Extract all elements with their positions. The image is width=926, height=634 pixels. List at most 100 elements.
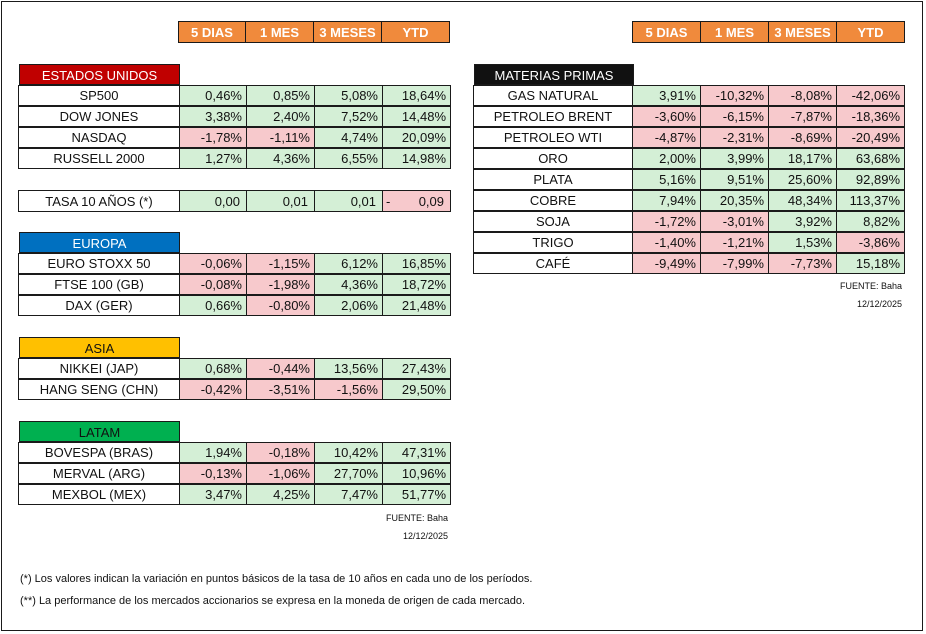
value-cell: 18,64% — [382, 85, 451, 106]
value-cell: 7,47% — [314, 484, 383, 505]
value-cell: 14,48% — [382, 106, 451, 127]
value-cell: -3,86% — [836, 232, 905, 253]
table-row: NASDAQ -1,78% -1,11% 4,74% 20,09% — [18, 127, 451, 148]
value-cell: 4,25% — [246, 484, 315, 505]
tasa-value: 0,01 — [246, 190, 315, 212]
value-cell: -9,49% — [632, 253, 701, 274]
value-cell: -1,11% — [246, 127, 315, 148]
value-cell: -3,51% — [246, 379, 315, 400]
tasa-value: 0,09 — [418, 194, 444, 209]
value-cell: 27,70% — [314, 463, 383, 484]
value-cell: -0,08% — [179, 274, 247, 295]
value-cell: -2,31% — [700, 127, 769, 148]
value-cell: 9,51% — [700, 169, 769, 190]
table-row: MERVAL (ARG) -0,13% -1,06% 27,70% 10,96% — [18, 463, 451, 484]
header-5-dias: 5 DIAS — [632, 21, 701, 43]
value-cell: -3,01% — [700, 211, 769, 232]
value-cell: 3,91% — [632, 85, 701, 106]
value-cell: -1,72% — [632, 211, 701, 232]
value-cell: 5,08% — [314, 85, 383, 106]
market-name: DAX (GER) — [18, 295, 180, 316]
table-row: HANG SENG (CHN) -0,42% -3,51% -1,56% 29,50% — [18, 379, 451, 400]
value-cell: 1,27% — [179, 148, 247, 169]
value-cell: 51,77% — [382, 484, 451, 505]
value-cell: 47,31% — [382, 442, 451, 463]
market-name: MERVAL (ARG) — [18, 463, 180, 484]
tasa-value: 0,00 — [179, 190, 247, 212]
footnote-1: (*) Los valores indican la variación en … — [20, 573, 533, 585]
table-row: CAFÉ -9,49% -7,99% -7,73% 15,18% — [473, 253, 905, 274]
value-cell: -6,15% — [700, 106, 769, 127]
value-cell: 20,35% — [700, 190, 769, 211]
value-cell: 8,82% — [836, 211, 905, 232]
table-row: DAX (GER) 0,66% -0,80% 2,06% 21,48% — [18, 295, 451, 316]
tasa-ytd-cell: - 0,09 — [382, 190, 451, 212]
value-cell: -1,78% — [179, 127, 247, 148]
value-cell: -0,42% — [179, 379, 247, 400]
value-cell: 4,36% — [314, 274, 383, 295]
tasa-ytd-sign: - — [386, 194, 391, 209]
value-cell: 16,85% — [382, 253, 451, 274]
value-cell: 3,47% — [179, 484, 247, 505]
table-row: RUSSELL 2000 1,27% 4,36% 6,55% 14,98% — [18, 148, 451, 169]
value-cell: 20,09% — [382, 127, 451, 148]
value-cell: -0,18% — [246, 442, 315, 463]
value-cell: 1,53% — [768, 232, 837, 253]
market-name: DOW JONES — [18, 106, 180, 127]
value-cell: -1,06% — [246, 463, 315, 484]
value-cell: -3,60% — [632, 106, 701, 127]
tasa-row: TASA 10 AÑOS (*) 0,00 0,01 0,01 - 0,09 — [18, 190, 451, 212]
market-name: CAFÉ — [473, 253, 633, 274]
value-cell: 2,00% — [632, 148, 701, 169]
value-cell: 13,56% — [314, 358, 383, 379]
market-name: NIKKEI (JAP) — [18, 358, 180, 379]
table-row: COBRE 7,94% 20,35% 48,34% 113,37% — [473, 190, 905, 211]
market-name: FTSE 100 (GB) — [18, 274, 180, 295]
market-name: MEXBOL (MEX) — [18, 484, 180, 505]
value-cell: 48,34% — [768, 190, 837, 211]
value-cell: 29,50% — [382, 379, 451, 400]
header-3-meses: 3 MESES — [768, 21, 837, 43]
value-cell: 27,43% — [382, 358, 451, 379]
market-name: EURO STOXX 50 — [18, 253, 180, 274]
value-cell: 0,46% — [179, 85, 247, 106]
section-title-latam: LATAM — [19, 421, 180, 442]
value-cell: 92,89% — [836, 169, 905, 190]
value-cell: -18,36% — [836, 106, 905, 127]
market-name: ORO — [473, 148, 633, 169]
value-cell: 0,66% — [179, 295, 247, 316]
value-cell: 113,37% — [836, 190, 905, 211]
header-ytd: YTD — [381, 21, 450, 43]
source-left-date: 12/12/2025 — [402, 531, 448, 541]
market-name: NASDAQ — [18, 127, 180, 148]
table-row: PETROLEO BRENT -3,60% -6,15% -7,87% -18,36% — [473, 106, 905, 127]
value-cell: 3,99% — [700, 148, 769, 169]
table-row: FTSE 100 (GB) -0,08% -1,98% 4,36% 18,72% — [18, 274, 451, 295]
header-3-meses: 3 MESES — [313, 21, 382, 43]
table-row: SP500 0,46% 0,85% 5,08% 18,64% — [18, 85, 451, 106]
value-cell: 10,42% — [314, 442, 383, 463]
value-cell: 5,16% — [632, 169, 701, 190]
value-cell: 7,94% — [632, 190, 701, 211]
value-cell: 6,55% — [314, 148, 383, 169]
market-name: TRIGO — [473, 232, 633, 253]
value-cell: -7,87% — [768, 106, 837, 127]
value-cell: 2,40% — [246, 106, 315, 127]
value-cell: 10,96% — [382, 463, 451, 484]
table-row: GAS NATURAL 3,91% -10,32% -8,08% -42,06% — [473, 85, 905, 106]
table-row: SOJA -1,72% -3,01% 3,92% 8,82% — [473, 211, 905, 232]
value-cell: -1,56% — [314, 379, 383, 400]
value-cell: -1,40% — [632, 232, 701, 253]
value-cell: 63,68% — [836, 148, 905, 169]
value-cell: -7,99% — [700, 253, 769, 274]
section-title-usa: ESTADOS UNIDOS — [19, 64, 180, 85]
value-cell: -8,08% — [768, 85, 837, 106]
header-1-mes: 1 MES — [700, 21, 769, 43]
value-cell: -4,87% — [632, 127, 701, 148]
value-cell: 25,60% — [768, 169, 837, 190]
value-cell: -0,80% — [246, 295, 315, 316]
value-cell: -10,32% — [700, 85, 769, 106]
value-cell: -42,06% — [836, 85, 905, 106]
table-row: ORO 2,00% 3,99% 18,17% 63,68% — [473, 148, 905, 169]
footnote-2: (**) La performance de los mercados acci… — [20, 595, 526, 607]
